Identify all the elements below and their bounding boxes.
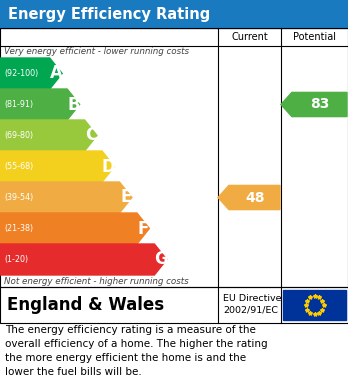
Text: 48: 48 [245, 190, 265, 204]
Polygon shape [0, 120, 97, 151]
Text: (21-38): (21-38) [4, 224, 33, 233]
Text: Very energy efficient - lower running costs: Very energy efficient - lower running co… [4, 47, 189, 57]
Text: 83: 83 [310, 97, 330, 111]
Text: A: A [49, 65, 62, 83]
Text: The energy efficiency rating is a measure of the
overall efficiency of a home. T: The energy efficiency rating is a measur… [5, 325, 268, 377]
Polygon shape [281, 92, 347, 117]
Polygon shape [0, 58, 62, 89]
Polygon shape [0, 213, 149, 244]
Text: G: G [154, 251, 167, 269]
Text: Not energy efficient - higher running costs: Not energy efficient - higher running co… [4, 276, 189, 285]
Text: (69-80): (69-80) [4, 131, 33, 140]
Text: Current: Current [231, 32, 268, 42]
Polygon shape [0, 151, 114, 182]
Text: (1-20): (1-20) [4, 255, 28, 264]
Polygon shape [0, 244, 167, 275]
Bar [0, 287, 348, 323]
Text: C: C [85, 127, 97, 145]
Text: Potential: Potential [293, 32, 336, 42]
Polygon shape [218, 185, 280, 210]
Text: D: D [101, 158, 115, 176]
Text: (81-91): (81-91) [4, 100, 33, 109]
Polygon shape [0, 182, 132, 213]
Polygon shape [0, 89, 80, 120]
Bar [0, 28, 348, 287]
Bar [283, 290, 346, 320]
Text: F: F [137, 219, 149, 237]
Bar [0, 0, 348, 28]
Text: (39-54): (39-54) [4, 193, 33, 202]
Text: (55-68): (55-68) [4, 162, 33, 171]
Text: E: E [120, 188, 132, 206]
Text: (92-100): (92-100) [4, 69, 38, 78]
Text: England & Wales: England & Wales [7, 296, 164, 314]
Text: Energy Efficiency Rating: Energy Efficiency Rating [8, 7, 210, 22]
Text: B: B [67, 95, 80, 113]
Text: EU Directive
2002/91/EC: EU Directive 2002/91/EC [223, 294, 282, 314]
